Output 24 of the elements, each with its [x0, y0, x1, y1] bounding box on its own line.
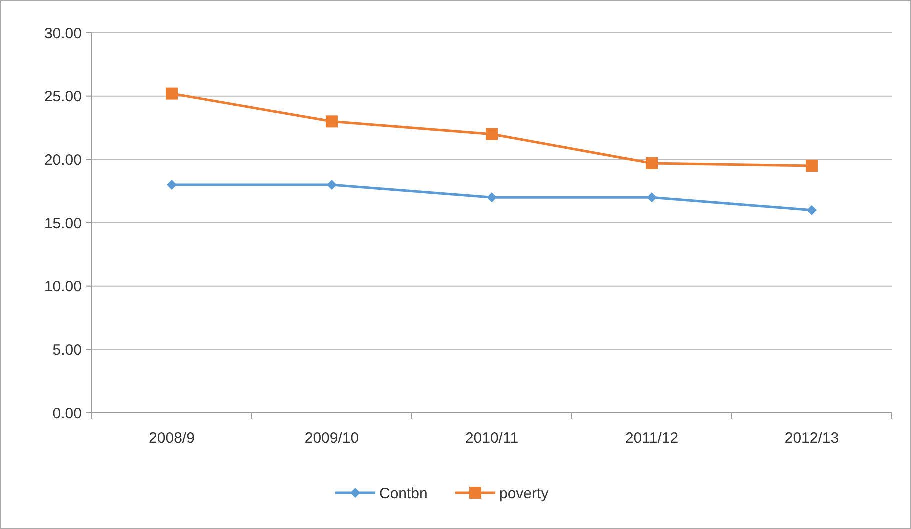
point: [167, 180, 177, 190]
x-tick-label: 2008/9: [149, 430, 195, 447]
x-tick-label: 2009/10: [304, 430, 360, 447]
legend-label: Contbn: [380, 485, 428, 502]
point: [807, 205, 817, 216]
y-tick-label: 5.00: [52, 342, 82, 359]
x-tick-label: 2012/13: [784, 430, 840, 447]
point: [326, 116, 338, 128]
x-tick-label: 2011/12: [625, 430, 679, 447]
x-tick-label: 2010/11: [465, 430, 519, 447]
y-tick-label: 10.00: [44, 278, 82, 296]
y-tick-label: 0.00: [52, 405, 82, 422]
point: [327, 180, 337, 190]
y-tick-label: 30.00: [44, 25, 82, 42]
point: [806, 160, 818, 172]
point: [166, 88, 178, 100]
point: [486, 128, 498, 140]
legend-label: poverty: [500, 485, 550, 502]
y-tick-label: 20.00: [44, 152, 82, 169]
point: [487, 192, 497, 203]
point: [646, 157, 658, 170]
point: [647, 192, 657, 203]
y-tick-label: 15.00: [44, 215, 82, 232]
y-tick-label: 25.00: [44, 88, 82, 106]
